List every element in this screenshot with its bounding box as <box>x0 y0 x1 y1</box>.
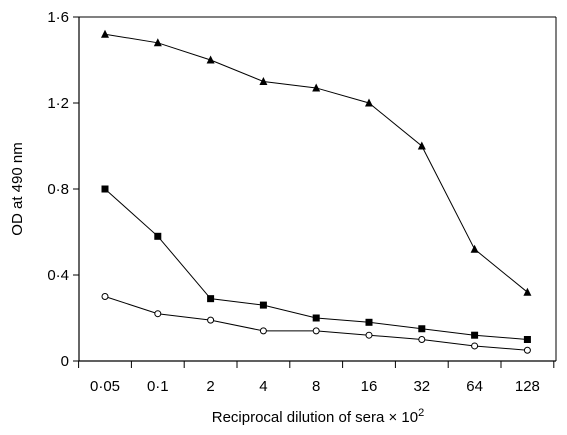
triangle-marker <box>259 77 268 85</box>
series-line <box>104 296 528 351</box>
square-marker <box>101 185 109 193</box>
x-axis-title: Reciprocal dilution of sera × 102 <box>212 407 425 426</box>
triangle-marker <box>523 287 532 296</box>
series-open-circle <box>101 293 531 354</box>
x-axis-ticks: 0·05 0·1 2 4 8 16 32 64 128 <box>78 361 555 395</box>
square-marker <box>523 336 531 343</box>
x-tick-label: 0·05 <box>90 378 120 395</box>
series-line <box>104 33 528 293</box>
y-tick-label: 0 <box>61 353 69 370</box>
triangle-marker <box>417 141 426 150</box>
triangle-marker <box>206 55 215 64</box>
circle-marker <box>418 336 426 343</box>
x-axis-title-main: Reciprocal dilution of sera × 10 <box>212 409 418 426</box>
y-axis-title: OD at 490 nm <box>9 142 26 235</box>
circle-marker <box>154 310 162 318</box>
circle-marker <box>207 316 215 324</box>
circle-marker <box>259 327 267 335</box>
x-tick-label: 2 <box>206 378 214 395</box>
triangle-marker <box>365 98 373 107</box>
y-axis-ticks: 0 0·4 0·8 1·2 1·6 <box>47 9 79 370</box>
series-square <box>101 185 531 343</box>
circle-marker <box>471 342 479 350</box>
y-tick-label: 1·2 <box>47 95 69 112</box>
x-axis-title-superscript: 2 <box>418 407 424 419</box>
triangle-marker <box>470 244 479 253</box>
triangle-marker <box>153 38 162 47</box>
x-tick-label: 64 <box>466 378 483 395</box>
series-triangle <box>101 29 532 296</box>
square-marker <box>154 232 162 240</box>
square-marker <box>259 301 267 309</box>
circle-marker <box>312 327 320 335</box>
y-tick-label: 0·8 <box>47 181 69 198</box>
square-marker <box>365 318 373 326</box>
square-marker <box>471 331 479 339</box>
square-marker <box>418 325 426 333</box>
x-tick-label: 128 <box>515 378 540 395</box>
circle-marker <box>101 293 109 300</box>
x-tick-label: 8 <box>312 378 320 395</box>
x-tick-label: 0·1 <box>147 378 169 395</box>
y-tick-label: 1·6 <box>47 9 69 26</box>
series-layer <box>101 29 532 354</box>
circle-marker <box>523 346 531 354</box>
y-tick-label: 0·4 <box>47 267 69 284</box>
x-tick-label: 32 <box>413 378 430 395</box>
triangle-marker <box>101 29 109 38</box>
plot-frame <box>78 16 557 362</box>
square-marker <box>207 295 215 303</box>
x-tick-label: 4 <box>259 378 267 395</box>
square-marker <box>312 314 320 322</box>
triangle-marker <box>312 83 321 92</box>
x-tick-label: 16 <box>361 378 378 395</box>
circle-marker <box>365 331 373 339</box>
